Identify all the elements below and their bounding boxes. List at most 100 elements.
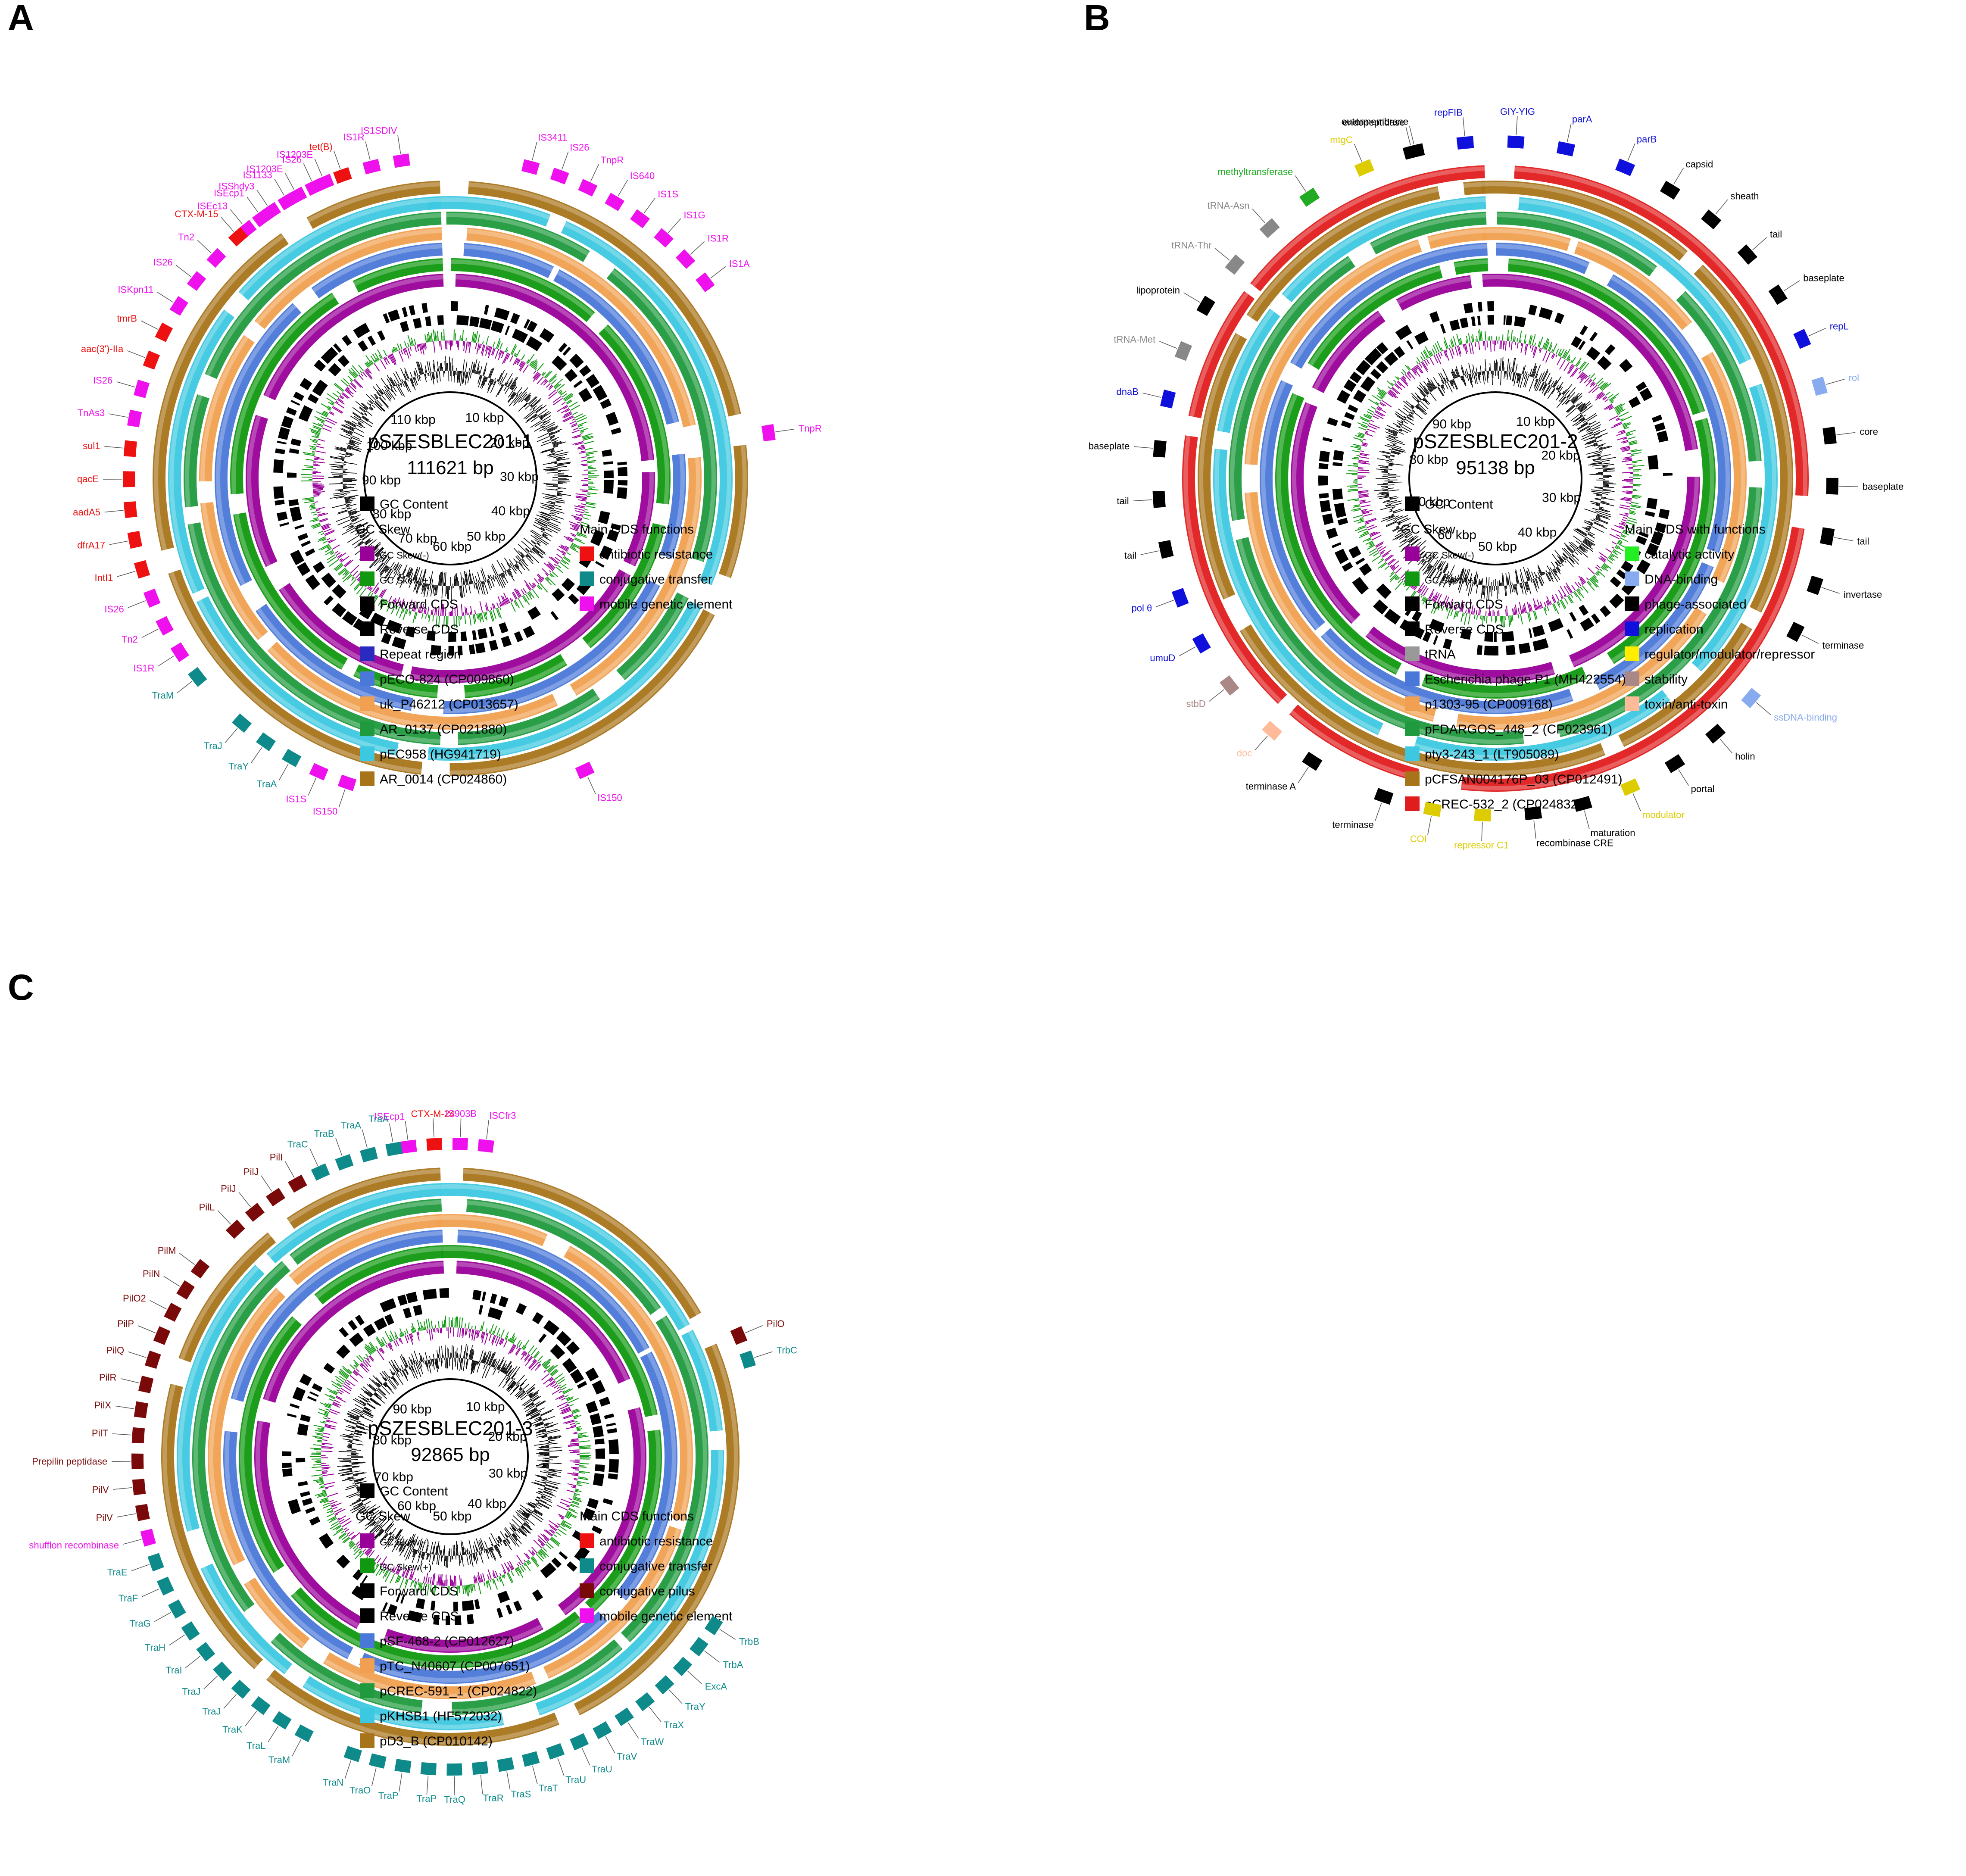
gc-content-bar (554, 505, 562, 507)
gene-label: terminase (1822, 640, 1864, 651)
gc-skew-bar (506, 350, 508, 353)
gene-label: repL (1830, 321, 1849, 332)
gc-content-bar (358, 422, 363, 426)
gc-content-bar (1468, 363, 1472, 374)
gc-content-bar (1520, 569, 1524, 583)
gc-skew-bar (1556, 601, 1560, 608)
gene-block (127, 409, 142, 428)
gc-skew-bar (412, 601, 416, 611)
gene-block (1664, 754, 1685, 773)
gc-skew-bar (573, 1461, 580, 1463)
gc-content-bar (551, 449, 555, 451)
cds-block (570, 1369, 584, 1384)
gc-content-bar (353, 518, 365, 525)
gene-block (1171, 588, 1189, 608)
gc-skew-bar (556, 554, 563, 559)
gc-content-bar (1553, 381, 1558, 388)
gc-skew-bar (1590, 381, 1594, 385)
tick-label: 110 kbp (390, 412, 436, 427)
gc-content-bar (462, 371, 465, 384)
gc-skew-bar (1357, 434, 1364, 437)
cds-block (1360, 376, 1376, 392)
gc-skew-bar (1627, 436, 1636, 440)
gc-content-bar (1451, 371, 1455, 379)
gc-content-bar (440, 363, 442, 371)
gene-label: terminase A (1246, 781, 1296, 792)
gc-skew-bar (389, 1573, 395, 1584)
gc-content-bar (1579, 405, 1587, 412)
gc-skew-bar (1370, 543, 1374, 546)
gene-label: dfrA17 (77, 540, 105, 551)
gc-content-bar (1571, 554, 1574, 557)
gc-content-bar (541, 515, 550, 520)
gc-skew-bar (310, 504, 315, 506)
gene-label: endopeptidase (1342, 117, 1404, 128)
gc-content-bar (537, 409, 548, 416)
legend-label: GC Skew(-) (1425, 550, 1474, 561)
gc-skew-bar (1619, 525, 1625, 528)
ring-highlight (1519, 198, 1750, 362)
cds-block (286, 407, 297, 416)
gc-content-bar (1591, 424, 1601, 430)
gc-content-bar (368, 407, 372, 411)
gc-skew-bar (1417, 582, 1424, 593)
gc-skew-bar (459, 1575, 461, 1586)
gc-content-bar (1447, 571, 1450, 575)
gc-skew-bar (492, 603, 495, 609)
gc-skew-bar (327, 538, 331, 540)
gc-content-bar (381, 378, 390, 390)
gc-content-bar (359, 407, 365, 413)
ring-highlight (1183, 435, 1282, 703)
gc-skew-bar (585, 447, 593, 450)
gc-content-bar (343, 463, 346, 465)
gc-content-bar (1489, 367, 1490, 371)
gc-content-bar (540, 503, 555, 507)
gc-skew-bar (316, 443, 321, 445)
gc-skew-bar (319, 1477, 323, 1479)
gene-label: GIY-YIG (1500, 106, 1535, 117)
gc-skew-bar (1372, 415, 1379, 419)
gene-leader (128, 600, 146, 608)
gc-skew-bar (1419, 584, 1426, 594)
gc-skew-bar (1450, 340, 1454, 348)
gc-content-bar (530, 404, 533, 407)
gc-skew-bar (547, 1542, 554, 1548)
ring-segment (1618, 622, 1753, 747)
ring-highlight (1370, 213, 1486, 248)
gc-skew-bar (376, 357, 379, 361)
gc-skew-bar (564, 536, 574, 542)
gc-content-bar (354, 541, 364, 549)
gc-skew-bar (325, 419, 335, 425)
gc-skew-bar (481, 612, 484, 622)
gc-content-bar (518, 543, 528, 554)
gc-content-bar (1480, 580, 1482, 585)
gene-block (206, 248, 226, 268)
gc-content-bar (1388, 489, 1399, 492)
gc-skew-bar (435, 1324, 436, 1329)
gc-content-bar (1579, 425, 1590, 431)
gc-skew-track (1346, 329, 1645, 628)
gc-skew-bar (516, 1346, 518, 1349)
gc-content-bar (1520, 374, 1524, 388)
gc-content-bar (1587, 454, 1601, 459)
gc-content-bar (543, 497, 556, 501)
gc-skew-bar (335, 1376, 345, 1383)
gc-content-bar (546, 502, 555, 505)
gc-content-bar (1594, 487, 1603, 488)
gc-skew-bar (1529, 345, 1532, 349)
cds-block (333, 343, 342, 353)
gc-skew-bar (1394, 575, 1398, 580)
gc-skew-bar (340, 559, 344, 562)
gc-content-bar (1442, 575, 1449, 588)
gc-skew-bar (1538, 337, 1543, 348)
gc-skew-bar (345, 571, 349, 575)
gc-content-bar (498, 1370, 500, 1373)
gene-label: ISShdy3 (218, 181, 254, 191)
gc-skew-bar (485, 336, 489, 346)
ring-segment (623, 472, 655, 567)
gc-skew-bar (1373, 552, 1379, 557)
tick-label: 50 kbp (1478, 540, 1517, 554)
gc-skew-bar (1563, 362, 1570, 371)
gc-content-bar (1405, 536, 1407, 538)
